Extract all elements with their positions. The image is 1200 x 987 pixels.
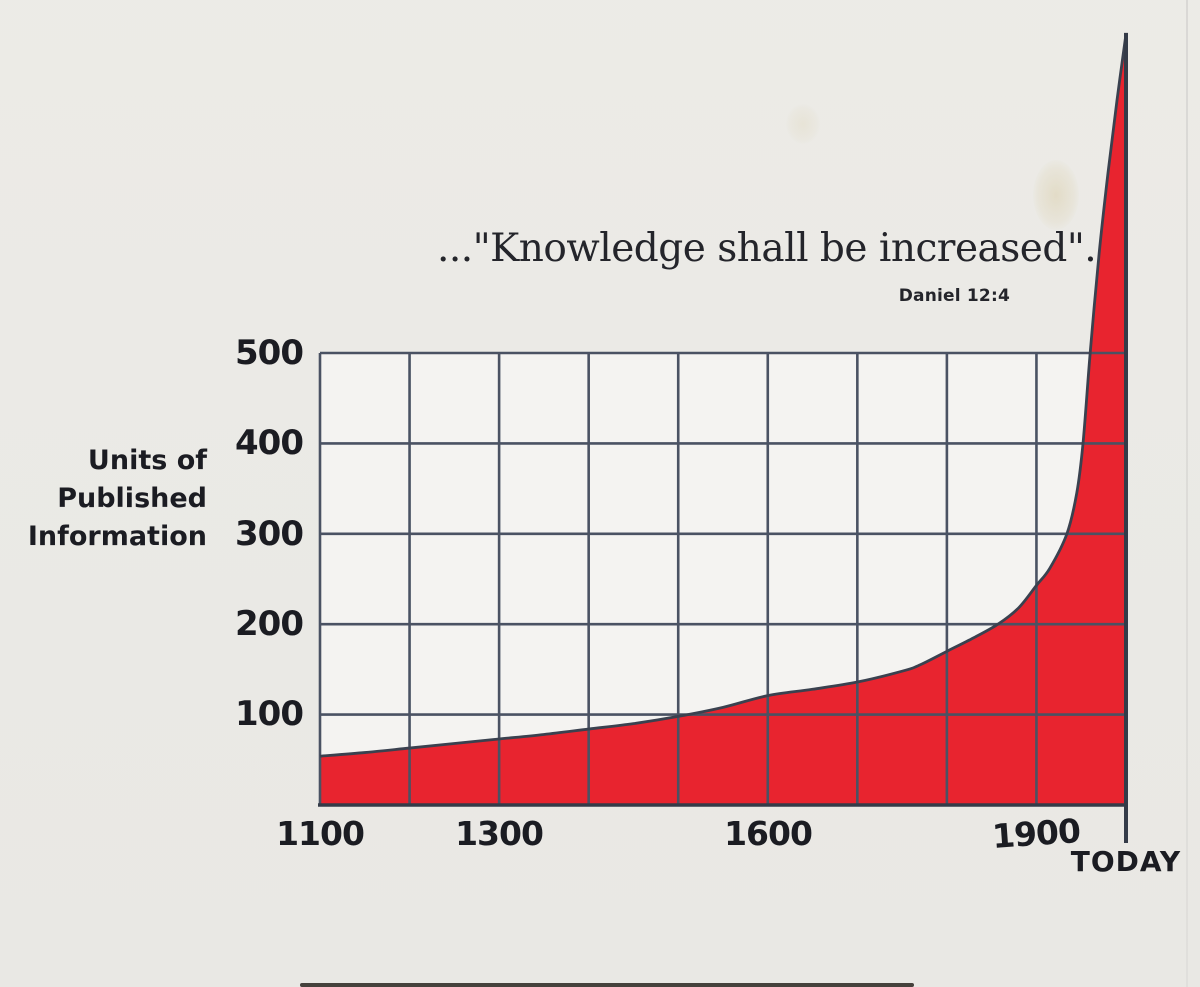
x-tick-1100: 1100 [276,814,365,853]
growth-curve [319,33,1128,758]
scripture-attribution: Daniel 12:4 [898,286,1010,306]
published-information-area [320,33,1126,805]
y-tick-400: 400 [235,423,304,463]
y-tick-100: 100 [235,694,304,734]
y-tick-200: 200 [235,604,304,644]
y-tick-500: 500 [235,333,304,373]
y-tick-300: 300 [235,514,304,554]
x-tick-1600: 1600 [724,814,813,853]
x-tick-today: TODAY [1070,845,1182,878]
x-tick-1300: 1300 [455,814,544,853]
scan-edge-artifact [300,983,914,987]
y-axis-label-line: Information [27,521,207,552]
y-axis-label-line: Units of [87,445,207,476]
page-title: ..."Knowledge shall be increased". [437,226,1097,271]
y-axis-label: Units of Published Information [25,442,207,556]
y-axis-label-line: Published [57,483,207,514]
